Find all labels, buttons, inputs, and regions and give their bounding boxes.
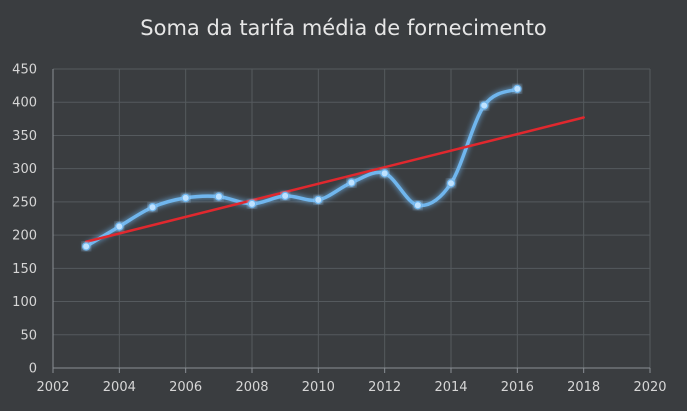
series-layer <box>81 84 585 251</box>
data-point <box>347 178 356 187</box>
y-tick-label: 350 <box>12 129 37 144</box>
x-tick-label: 2020 <box>633 380 666 395</box>
gridlines <box>53 68 651 368</box>
x-tick-label: 2010 <box>302 380 335 395</box>
chart-title: Soma da tarifa média de fornecimento <box>140 16 547 40</box>
y-tick-label: 400 <box>12 96 37 111</box>
y-tick-label: 450 <box>12 63 37 78</box>
data-point <box>214 192 224 201</box>
y-tick-label: 300 <box>12 162 37 177</box>
data-point <box>513 84 522 94</box>
x-tick-label: 2004 <box>103 380 136 395</box>
data-point <box>446 179 456 188</box>
x-tick-label: 2014 <box>434 380 467 395</box>
data-point <box>115 222 124 231</box>
data-point <box>479 101 489 110</box>
y-tick-label: 250 <box>12 195 37 210</box>
x-tick-label: 2012 <box>368 380 401 395</box>
data-point <box>280 191 290 201</box>
axes: 0 50 100 150 200 250 300 350 400 450 2002 2004 2006 2… <box>12 63 666 396</box>
x-tick-label: 2016 <box>501 380 534 395</box>
data-point <box>413 201 423 210</box>
x-tick-label: 2006 <box>169 380 202 395</box>
data-point <box>81 242 91 251</box>
data-point <box>247 199 257 209</box>
y-tick-label: 0 <box>29 362 37 377</box>
x-tick-label: 2002 <box>36 380 69 395</box>
y-tick-label: 200 <box>12 229 37 244</box>
x-tick-label: 2008 <box>235 380 268 395</box>
data-point <box>181 193 190 203</box>
y-tick-label: 100 <box>12 295 37 310</box>
data-point <box>380 169 389 178</box>
trendline <box>84 116 585 244</box>
data-series-line <box>84 87 520 249</box>
data-point <box>314 195 323 205</box>
data-point <box>148 203 157 212</box>
x-tick-label: 2018 <box>567 380 600 395</box>
y-tick-label: 50 <box>20 328 37 343</box>
y-tick-label: 150 <box>12 262 37 277</box>
